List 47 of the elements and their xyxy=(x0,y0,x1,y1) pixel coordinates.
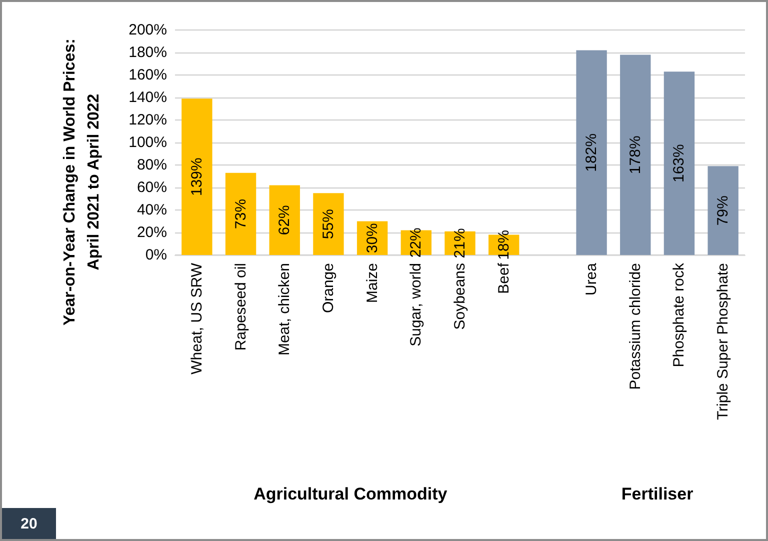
x-tick-label: Wheat, US SRW xyxy=(188,262,206,374)
data-label: 22% xyxy=(408,228,425,258)
y-tick-label: 200% xyxy=(128,22,167,38)
x-tick-label: Meat, chicken xyxy=(276,263,294,356)
bar xyxy=(708,166,738,255)
bar xyxy=(269,185,300,255)
x-tick-label: Potassium chloride xyxy=(626,263,644,390)
y-tick-label: 40% xyxy=(136,202,167,218)
y-tick-label: 120% xyxy=(128,112,167,128)
x-tick-label: Urea xyxy=(583,262,600,296)
y-tick-label: 160% xyxy=(128,66,167,84)
text: Agricultural Commodity xyxy=(254,484,448,504)
x-tick-label: Sugar, world xyxy=(408,263,425,346)
data-label: 62% xyxy=(276,205,294,236)
bar xyxy=(182,98,212,255)
bar xyxy=(664,72,695,255)
y-tick-label: 180% xyxy=(128,44,167,61)
x-tick-label: Phosphate rock xyxy=(670,262,688,368)
data-label: 55% xyxy=(320,209,337,240)
y-tick-label: 60% xyxy=(136,179,167,196)
bar xyxy=(313,193,344,255)
data-label: 18% xyxy=(495,230,512,260)
data-label: 21% xyxy=(452,228,468,258)
y-tick-label: 20% xyxy=(136,224,167,241)
y-tick-label: 140% xyxy=(128,89,167,106)
data-label: 139% xyxy=(188,158,206,196)
bar xyxy=(620,54,651,255)
data-label: 182% xyxy=(583,133,600,172)
y-axis-title: Year-on-Year Change in World Prices: April 2021 to April 2022 xyxy=(62,38,102,326)
bar xyxy=(576,50,607,255)
data-label: 79% xyxy=(714,196,732,226)
data-label: 73% xyxy=(232,198,250,229)
x-tick-label: Orange xyxy=(320,263,337,314)
x-tick-label: Soybeans xyxy=(452,263,468,330)
y-tick-label: 80% xyxy=(136,156,167,174)
x-tick-label: Triple Super Phosphate xyxy=(714,263,732,420)
bar xyxy=(225,172,256,255)
data-label: 30% xyxy=(364,223,381,254)
x-tick-label: Maize xyxy=(364,263,381,304)
text: Fertiliser xyxy=(621,484,694,504)
x-tick-label: Beef xyxy=(495,262,512,294)
x-tick-label: Rapeseed oil xyxy=(232,263,250,351)
y-tick-label: 0% xyxy=(145,246,167,264)
y-tick-label: 100% xyxy=(128,134,167,151)
data-label: 178% xyxy=(626,136,644,174)
text: 20 xyxy=(20,516,38,532)
data-label: 163% xyxy=(670,144,688,182)
